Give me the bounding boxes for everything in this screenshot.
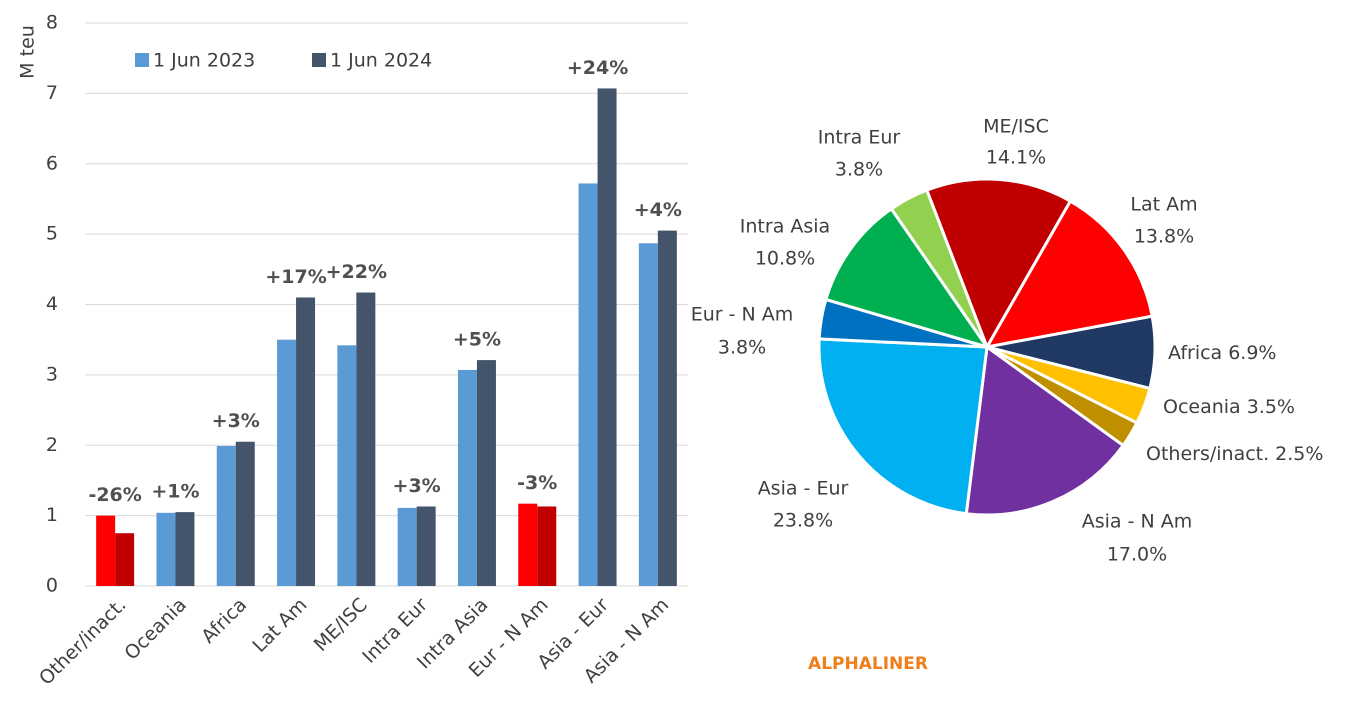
slice-name: Asia - Eur	[758, 478, 849, 500]
y-tick-label: 3	[46, 363, 58, 385]
y-tick-label: 7	[46, 82, 58, 104]
annotation: +3%	[393, 475, 441, 497]
slice-name: Others/inact.	[1146, 443, 1269, 465]
slice-value: 23.8%	[773, 510, 833, 532]
pie-slice	[964, 344, 1126, 517]
y-axis-label: M teu	[17, 25, 39, 79]
slice-name: Intra Asia	[740, 216, 830, 238]
bar	[657, 230, 677, 586]
legend-label: 1 Jun 2024	[330, 50, 432, 72]
y-tick-label: 1	[46, 504, 58, 526]
x-tick-label: Africa	[197, 594, 251, 648]
bar	[476, 360, 496, 586]
slice-value: 14.1%	[986, 147, 1046, 169]
slice-label: Others/inact. 2.5%	[1146, 443, 1323, 465]
bar	[638, 243, 658, 586]
bar	[277, 339, 297, 586]
pie-slice	[817, 337, 989, 516]
slice-name: Asia - N Am	[1082, 511, 1193, 533]
annotation: +17%	[265, 266, 326, 288]
slice-label: Oceania 3.5%	[1163, 396, 1295, 418]
slice-name: ME/ISC	[983, 116, 1049, 138]
annotation: +5%	[453, 329, 501, 351]
bar	[397, 507, 417, 586]
bar	[296, 297, 316, 586]
bar	[156, 512, 176, 586]
legend-label: 1 Jun 2023	[153, 50, 255, 72]
slice-value: 17.0%	[1107, 544, 1167, 566]
y-tick-label: 0	[46, 575, 58, 597]
x-tick-label: Other/inact.	[35, 594, 131, 690]
bar	[337, 345, 357, 586]
y-tick-label: 4	[46, 293, 58, 315]
annotation: +1%	[151, 481, 199, 503]
slice-value: 3.5%	[1247, 396, 1295, 418]
bar	[115, 533, 135, 586]
slice-value: 6.9%	[1228, 342, 1276, 364]
y-tick-label: 6	[46, 152, 58, 174]
y-tick-label: 2	[46, 434, 58, 456]
slice-value: 13.8%	[1134, 226, 1194, 248]
watermark: ALPHALINER	[808, 654, 928, 674]
slice-name: Oceania	[1163, 396, 1241, 418]
slice-value: 3.8%	[718, 337, 766, 359]
bar	[356, 292, 376, 586]
pie-slice	[889, 188, 989, 348]
slice-name: Lat Am	[1130, 194, 1197, 216]
annotation: -3%	[517, 472, 557, 494]
x-tick-label: Lat Am	[248, 594, 311, 657]
y-tick-label: 8	[46, 12, 58, 34]
slice-value: 10.8%	[755, 248, 815, 270]
bar	[216, 445, 236, 586]
bar	[578, 183, 598, 586]
bar	[175, 512, 195, 586]
legend-swatch	[312, 53, 326, 67]
pie-slice	[984, 199, 1154, 350]
bar	[416, 506, 436, 586]
x-tick-label: Oceania	[120, 594, 191, 665]
bar	[537, 506, 557, 586]
annotation: +24%	[567, 57, 628, 79]
slice-value: 2.5%	[1275, 443, 1323, 465]
pie-slice	[824, 206, 991, 350]
bar	[235, 441, 255, 586]
annotation: +3%	[212, 410, 260, 432]
slice-name: Africa	[1168, 342, 1222, 364]
bar	[457, 369, 477, 586]
bar	[597, 88, 617, 586]
pie-slice	[924, 177, 1073, 351]
annotation: +22%	[326, 261, 387, 283]
slice-name: Eur - N Am	[691, 304, 794, 326]
annotation: -26%	[88, 484, 141, 506]
bar	[518, 503, 538, 586]
slice-value: 3.8%	[835, 159, 883, 181]
y-tick-label: 5	[46, 223, 58, 245]
slice-name: Intra Eur	[818, 127, 901, 149]
annotation: +4%	[634, 199, 682, 221]
legend-swatch	[135, 53, 149, 67]
bar	[96, 515, 116, 586]
slice-label: Africa 6.9%	[1168, 342, 1276, 364]
